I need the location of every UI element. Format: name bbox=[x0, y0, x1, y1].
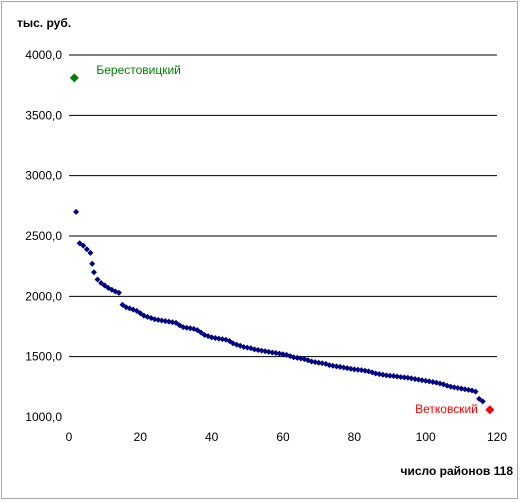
x-tick-label: 20 bbox=[134, 430, 148, 444]
data-point bbox=[354, 366, 361, 373]
data-point bbox=[397, 373, 404, 380]
data-point bbox=[387, 372, 393, 379]
data-point bbox=[87, 249, 94, 256]
data-point bbox=[479, 398, 486, 405]
y-tick-label: 2000,0 bbox=[25, 289, 62, 303]
x-tick-label: 60 bbox=[276, 430, 290, 444]
x-tick-label: 100 bbox=[416, 430, 436, 444]
y-tick-label: 4000,0 bbox=[25, 48, 62, 62]
data-point bbox=[401, 374, 408, 381]
y-tick-label: 3500,0 bbox=[25, 108, 62, 122]
y-tick-label: 1500,0 bbox=[25, 350, 62, 364]
data-point bbox=[394, 373, 401, 380]
highlight-point bbox=[69, 73, 79, 83]
x-tick-labels: 0 20 40 60 80 100 120 bbox=[66, 430, 508, 444]
x-axis-title: число районов 118 bbox=[400, 464, 513, 478]
data-point bbox=[351, 366, 358, 373]
data-point bbox=[383, 372, 390, 379]
data-point bbox=[80, 242, 87, 249]
y-tick-labels: 1000,0 1500,0 2000,0 2500,0 3000,0 3500,0 4000… bbox=[25, 48, 62, 424]
data-points bbox=[73, 208, 486, 405]
data-point bbox=[115, 289, 122, 296]
gridlines bbox=[69, 54, 497, 358]
highlight-points: Берестовицкий Ветковский bbox=[69, 63, 495, 416]
x-tick-label: 120 bbox=[487, 430, 507, 444]
y-tick-label: 2500,0 bbox=[25, 229, 62, 243]
x-tick-label: 80 bbox=[348, 430, 362, 444]
data-point bbox=[472, 388, 479, 395]
data-point bbox=[251, 346, 258, 353]
data-point bbox=[94, 276, 101, 283]
y-tick-label: 1000,0 bbox=[25, 410, 62, 424]
x-tick-label: 40 bbox=[205, 430, 219, 444]
data-point bbox=[390, 372, 397, 379]
y-tick-label: 3000,0 bbox=[25, 169, 62, 183]
x-tick-label: 0 bbox=[66, 430, 73, 444]
data-point bbox=[73, 208, 80, 215]
data-point bbox=[89, 260, 96, 267]
highlight-point bbox=[485, 405, 495, 415]
data-point bbox=[90, 269, 97, 276]
y-axis-title: тыс. руб. bbox=[17, 16, 71, 30]
highlight-label: Берестовицкий bbox=[96, 63, 181, 77]
data-point bbox=[83, 246, 90, 253]
highlight-label: Ветковский bbox=[415, 402, 478, 416]
